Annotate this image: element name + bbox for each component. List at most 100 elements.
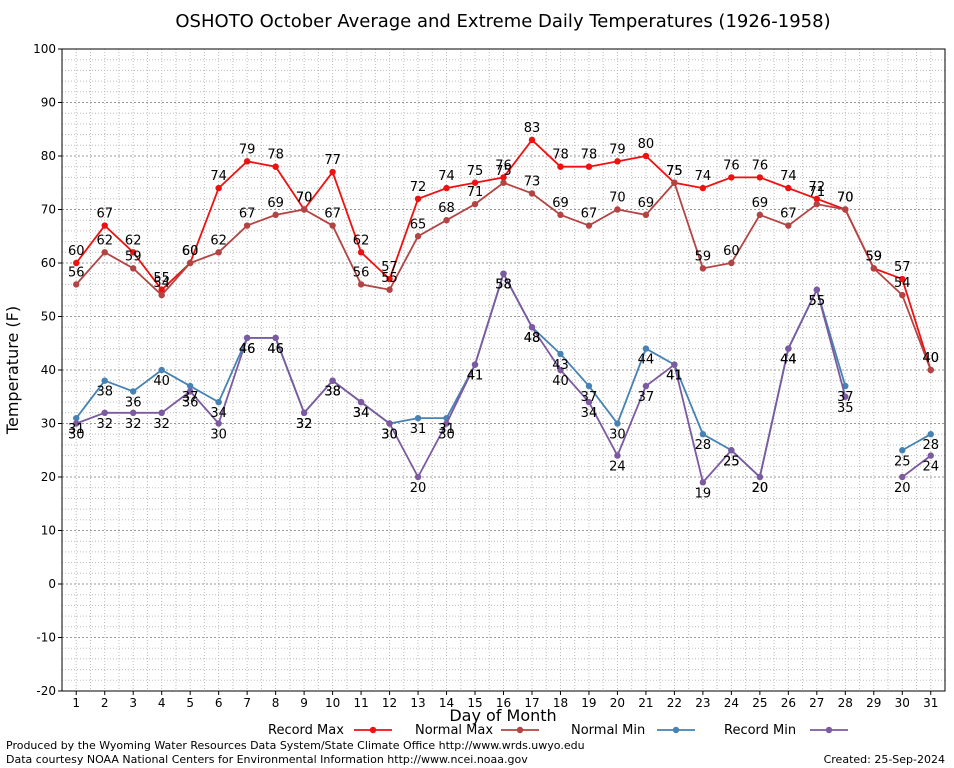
record-min-data-label: 38 bbox=[324, 385, 341, 400]
record-min-point bbox=[414, 473, 422, 481]
normal-max-point bbox=[215, 249, 222, 256]
normal-max-data-label: 75 bbox=[495, 164, 512, 179]
x-tick-label: 5 bbox=[186, 696, 194, 710]
legend-marker-normal-min bbox=[672, 726, 680, 734]
normal-max-data-label: 70 bbox=[609, 191, 626, 206]
legend: Record Max Normal Max Normal Min Record Min bbox=[268, 723, 848, 738]
x-tick-label: 23 bbox=[695, 696, 710, 710]
normal-max-data-label: 56 bbox=[68, 265, 85, 280]
normal-min-data-label: 20 bbox=[752, 481, 769, 496]
record-max-data-label: 57 bbox=[894, 260, 911, 275]
normal-min-data-label: 36 bbox=[125, 395, 142, 410]
record-min-point bbox=[357, 398, 365, 406]
x-tick-label: 31 bbox=[923, 696, 938, 710]
y-tick-label: 60 bbox=[41, 256, 56, 270]
record-min-data-label: 35 bbox=[837, 401, 854, 416]
x-tick-label: 28 bbox=[838, 696, 853, 710]
normal-min-data-label: 25 bbox=[894, 454, 911, 469]
y-tick-label: 50 bbox=[41, 310, 56, 324]
record-max-point bbox=[699, 184, 707, 192]
record-max-data-label: 70 bbox=[837, 191, 854, 206]
record-min-data-label: 34 bbox=[353, 406, 370, 421]
record-max-data-label: 40 bbox=[922, 351, 939, 366]
normal-max-data-label: 60 bbox=[182, 244, 199, 259]
normal-max-point bbox=[528, 190, 536, 197]
record-min-data-label: 32 bbox=[96, 417, 113, 432]
y-tick-label: 0 bbox=[48, 577, 56, 591]
record-min-data-label: 30 bbox=[210, 428, 227, 443]
normal-max-point bbox=[728, 259, 735, 267]
normal-min-data-label: 28 bbox=[922, 438, 939, 453]
normal-min-data-label: 28 bbox=[695, 438, 712, 453]
record-min-data-label: 32 bbox=[296, 417, 313, 432]
x-tick-label: 9 bbox=[300, 696, 308, 710]
record-max-data-label: 75 bbox=[666, 164, 683, 179]
x-tick-label: 7 bbox=[243, 696, 251, 710]
record-min-point bbox=[899, 473, 906, 481]
record-max-point bbox=[357, 249, 365, 256]
x-tick-label: 10 bbox=[325, 696, 340, 710]
y-tick-label: 10 bbox=[41, 524, 56, 538]
normal-max-data-label: 59 bbox=[866, 249, 883, 264]
record-min-data-label: 44 bbox=[780, 353, 797, 368]
x-tick-label: 20 bbox=[610, 696, 625, 710]
normal-max-data-label: 54 bbox=[153, 276, 170, 291]
normal-max-point bbox=[642, 211, 650, 219]
x-tick-label: 26 bbox=[781, 696, 796, 710]
chart-title: OSHOTO October Average and Extreme Daily… bbox=[175, 11, 830, 32]
normal-min-point bbox=[642, 345, 650, 352]
record-max-data-label: 62 bbox=[353, 233, 370, 248]
normal-max-point bbox=[500, 179, 507, 186]
normal-max-point bbox=[927, 366, 934, 374]
record-max-point bbox=[272, 163, 279, 170]
normal-min-point bbox=[101, 377, 108, 384]
normal-min-data-label: 41 bbox=[467, 369, 484, 384]
normal-min-point bbox=[158, 366, 165, 374]
record-max-data-label: 78 bbox=[267, 148, 284, 163]
record-min-data-label: 32 bbox=[125, 417, 142, 432]
x-tick-label: 16 bbox=[496, 696, 511, 710]
record-max-point bbox=[215, 184, 222, 192]
record-min-data-label: 55 bbox=[809, 294, 826, 309]
normal-min-data-label: 46 bbox=[267, 342, 284, 357]
record-min-data-label: 37 bbox=[638, 390, 655, 405]
normal-max-point bbox=[842, 206, 849, 213]
record-min-data-label: 34 bbox=[581, 406, 598, 421]
normal-max-point bbox=[671, 179, 678, 186]
normal-max-point bbox=[585, 222, 593, 229]
normal-min-point bbox=[215, 398, 222, 406]
x-tick-label: 21 bbox=[638, 696, 653, 710]
normal-max-data-label: 70 bbox=[837, 191, 854, 206]
normal-min-data-label: 48 bbox=[524, 331, 541, 346]
normal-max-point bbox=[699, 265, 707, 272]
record-min-point bbox=[842, 393, 849, 400]
normal-min-point bbox=[130, 388, 137, 395]
record-min-point bbox=[272, 334, 279, 342]
record-max-data-label: 57 bbox=[381, 260, 398, 275]
y-tick-label: -20 bbox=[36, 684, 56, 698]
normal-min-point bbox=[614, 420, 621, 427]
normal-min-point bbox=[414, 414, 422, 422]
record-max-data-label: 74 bbox=[210, 169, 227, 184]
x-tick-label: 22 bbox=[667, 696, 682, 710]
x-tick-label: 19 bbox=[581, 696, 596, 710]
record-max-data-label: 60 bbox=[182, 244, 199, 259]
record-max-point bbox=[500, 174, 507, 181]
normal-min-data-label: 44 bbox=[638, 353, 655, 368]
normal-max-data-label: 62 bbox=[210, 233, 227, 248]
record-min-point bbox=[614, 452, 621, 459]
normal-max-data-label: 62 bbox=[96, 233, 113, 248]
normal-min-data-label: 37 bbox=[581, 390, 598, 405]
record-min-point bbox=[585, 398, 593, 406]
normal-min-data-label: 43 bbox=[552, 358, 569, 373]
normal-max-point bbox=[756, 211, 764, 219]
normal-min-data-label: 31 bbox=[410, 422, 427, 437]
normal-max-point bbox=[272, 211, 279, 219]
normal-max-data-label: 67 bbox=[324, 207, 341, 222]
x-tick-label: 3 bbox=[129, 696, 137, 710]
record-max-data-label: 75 bbox=[467, 164, 484, 179]
y-tick-label: 100 bbox=[33, 42, 56, 56]
record-min-point bbox=[528, 324, 536, 331]
